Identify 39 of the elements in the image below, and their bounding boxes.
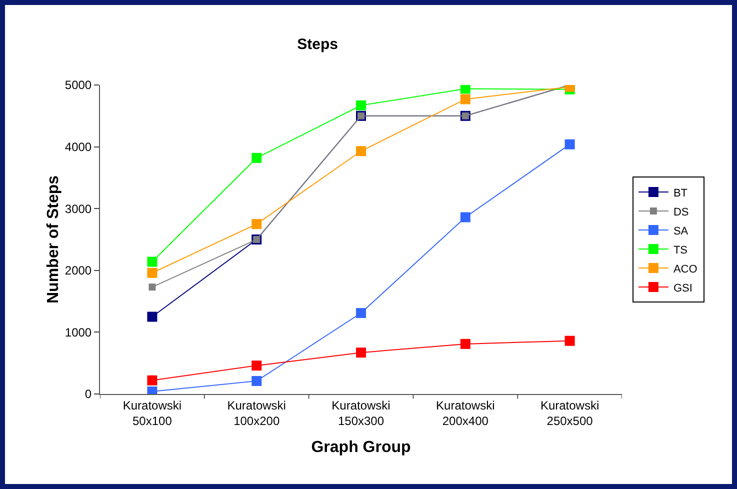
x-tick-label: Kuratowski 150x300 bbox=[332, 398, 390, 428]
point bbox=[147, 268, 158, 278]
y-tick-label: 4000 bbox=[64, 140, 92, 154]
legend-label: SA bbox=[673, 225, 689, 238]
y-tick-label: 5000 bbox=[64, 78, 92, 92]
point bbox=[147, 375, 158, 386]
point bbox=[356, 100, 366, 110]
point bbox=[147, 312, 158, 322]
point bbox=[148, 284, 156, 291]
x-tick-label: Kuratowski 50x100 bbox=[122, 398, 182, 428]
chart-title: Steps bbox=[297, 36, 338, 54]
legend-label: TS bbox=[673, 244, 688, 256]
point bbox=[356, 308, 366, 318]
x-tick-label: Kuratowski 100x200 bbox=[227, 398, 286, 428]
y-tick-label: 3000 bbox=[64, 202, 92, 216]
point bbox=[460, 338, 470, 349]
y-axis-title: Number of Steps bbox=[45, 175, 62, 304]
legend-label: GSI bbox=[673, 282, 692, 294]
legend-label: DS bbox=[673, 206, 689, 218]
point bbox=[252, 152, 262, 163]
point bbox=[356, 146, 366, 156]
x-axis-title: Graph Group bbox=[311, 439, 411, 456]
point bbox=[460, 94, 470, 104]
x-tick-label: Kuratowski 250x500 bbox=[540, 398, 600, 428]
point bbox=[252, 376, 262, 386]
point bbox=[252, 219, 262, 230]
point bbox=[564, 139, 575, 150]
point bbox=[564, 336, 575, 346]
y-tick-label: 2000 bbox=[64, 264, 92, 278]
legend-label: ACO bbox=[673, 263, 698, 276]
legend-label: BT bbox=[673, 187, 688, 200]
y-tick-label: 0 bbox=[84, 387, 92, 402]
x-tick-label: Kuratowski 200x400 bbox=[436, 398, 495, 428]
point bbox=[460, 212, 470, 222]
point bbox=[356, 348, 366, 358]
y-tick-label: 1000 bbox=[64, 325, 92, 340]
point bbox=[252, 360, 262, 371]
point bbox=[460, 85, 470, 94]
point bbox=[147, 256, 158, 267]
